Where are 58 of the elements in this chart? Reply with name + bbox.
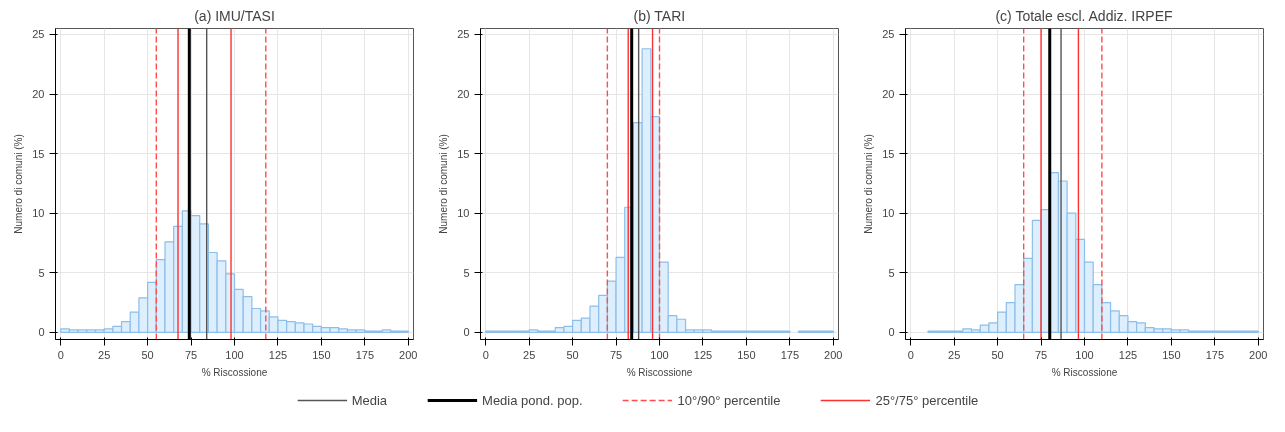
y-axis-title: Numero di comuni (%) — [863, 134, 875, 234]
x-axis-title: % Riscossione — [626, 366, 693, 378]
x-tick-label: 100 — [225, 348, 244, 361]
x-tick-label: 150 — [737, 348, 756, 361]
y-tick-label: 25 — [32, 28, 45, 41]
x-tick-label: 150 — [1162, 348, 1181, 361]
x-tick-label: 150 — [312, 348, 331, 361]
y-tick-label: 25 — [457, 28, 470, 41]
x-tick-label: 125 — [693, 348, 713, 361]
y-tick-label: 15 — [882, 147, 895, 160]
y-axis-title: Numero di comuni (%) — [438, 134, 450, 234]
y-tick-label: 10 — [457, 207, 470, 220]
x-tick-label: 25 — [98, 348, 111, 361]
x-tick-label: 100 — [1075, 348, 1094, 361]
legend-label: 10°/90° percentile — [677, 392, 781, 408]
y-tick-label: 15 — [457, 147, 470, 160]
y-tick-label: 5 — [888, 266, 895, 279]
legend-label: 25°/75° percentile — [875, 392, 979, 408]
x-tick-label: 200 — [399, 348, 418, 361]
x-tick-label: 175 — [780, 348, 800, 361]
x-tick-label: 25 — [948, 348, 961, 361]
legend-label: Media pond. pop. — [482, 392, 583, 408]
chart-title: (c) Totale escl. Addiz. IRPEF — [995, 7, 1173, 24]
y-tick-label: 20 — [882, 88, 895, 101]
x-axis-title: % Riscossione — [1051, 366, 1118, 378]
y-tick-label: 20 — [32, 88, 45, 101]
x-tick-label: 50 — [141, 348, 154, 361]
x-tick-label: 175 — [355, 348, 375, 361]
x-tick-label: 200 — [824, 348, 843, 361]
x-tick-label: 0 — [907, 348, 914, 361]
chart-title: (b) TARI — [633, 7, 686, 24]
y-tick-label: 5 — [463, 266, 470, 279]
x-tick-label: 175 — [1205, 348, 1225, 361]
x-tick-label: 0 — [57, 348, 64, 361]
y-tick-label: 20 — [457, 88, 470, 101]
y-tick-label: 0 — [38, 326, 45, 339]
x-tick-label: 75 — [1034, 348, 1048, 361]
x-tick-label: 0 — [482, 348, 489, 361]
x-tick-label: 50 — [566, 348, 579, 361]
y-tick-label: 5 — [38, 266, 45, 279]
x-tick-label: 75 — [184, 348, 198, 361]
x-tick-label: 25 — [523, 348, 536, 361]
chart-title: (a) IMU/TASI — [194, 7, 275, 24]
y-tick-label: 25 — [882, 28, 895, 41]
x-tick-label: 125 — [1118, 348, 1138, 361]
y-axis-title: Numero di comuni (%) — [13, 134, 25, 234]
y-tick-label: 10 — [882, 207, 895, 220]
x-tick-label: 200 — [1249, 348, 1268, 361]
y-tick-label: 0 — [888, 326, 895, 339]
x-tick-label: 125 — [268, 348, 288, 361]
x-tick-label: 100 — [650, 348, 669, 361]
y-tick-label: 15 — [32, 147, 45, 160]
x-tick-label: 50 — [991, 348, 1004, 361]
x-tick-label: 75 — [609, 348, 623, 361]
legend-label: Media — [351, 392, 388, 408]
x-axis-title: % Riscossione — [201, 366, 268, 378]
y-tick-label: 10 — [32, 207, 45, 220]
y-tick-label: 0 — [463, 326, 470, 339]
